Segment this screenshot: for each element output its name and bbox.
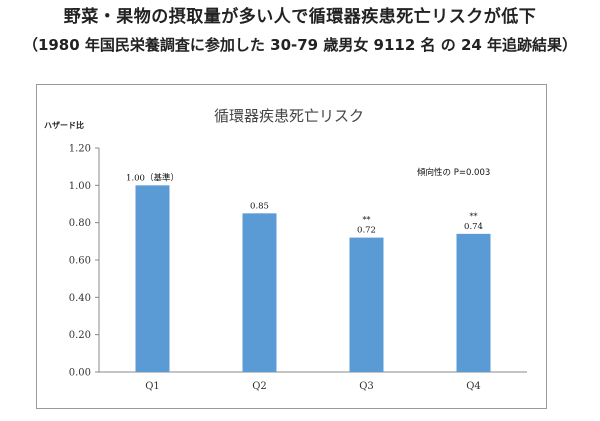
x-tick-label-q3: Q3 xyxy=(359,381,374,392)
y-tick-label: 0.60 xyxy=(69,256,91,267)
y-tick-label: 1.20 xyxy=(69,144,91,155)
data-label-q2: 0.85 xyxy=(250,201,269,211)
x-tick-label-q4: Q4 xyxy=(466,381,481,392)
page-subheadline: （1980 年国民栄養調査に参加した 30-79 歳男女 9112 名 の 24… xyxy=(22,36,578,54)
significance-marker-q3: ** xyxy=(363,216,371,225)
chart-bars xyxy=(135,185,491,372)
chart-data-labels: 1.00（基準）0.850.72**0.74** xyxy=(126,172,483,235)
chart-title: 循環器疾患死亡リスク xyxy=(214,107,364,125)
y-axis-ticks: 0.00 0.20 0.40 0.60 0.80 1.00 1.20 xyxy=(69,144,99,379)
y-tick-label: 0.80 xyxy=(69,218,91,229)
bar-q4 xyxy=(456,233,491,372)
data-label-q1: 1.00（基準） xyxy=(126,172,179,183)
chart-panel: 循環器疾患死亡リスク ハザード比 傾向性の P=0.003 0.00 0.20 0.… xyxy=(36,84,547,409)
y-tick-label: 0.40 xyxy=(69,293,91,304)
x-axis-ticks: Q1 Q2 Q3 Q4 xyxy=(145,381,481,392)
x-tick-label-q2: Q2 xyxy=(252,381,267,392)
y-tick-label: 0.20 xyxy=(69,330,91,341)
bar-chart: 循環器疾患死亡リスク ハザード比 傾向性の P=0.003 0.000.200.… xyxy=(44,107,527,392)
y-axis-label: ハザード比 xyxy=(44,120,84,130)
bar-q3 xyxy=(349,237,384,372)
y-tick-label: 1.00 xyxy=(69,181,91,192)
y-tick-label: 0.00 xyxy=(69,368,91,379)
trend-annotation: 傾向性の P=0.003 xyxy=(417,167,490,178)
page-headline: 野菜・果物の摂取量が多い人で循環器疾患死亡リスクが低下 xyxy=(63,7,537,27)
bar-q2 xyxy=(242,213,277,372)
data-label-q3: 0.72 xyxy=(357,226,376,236)
data-label-q4: 0.74 xyxy=(464,222,483,232)
bar-q1 xyxy=(135,185,170,372)
significance-marker-q4: ** xyxy=(470,212,478,221)
x-tick-label-q1: Q1 xyxy=(145,381,160,392)
